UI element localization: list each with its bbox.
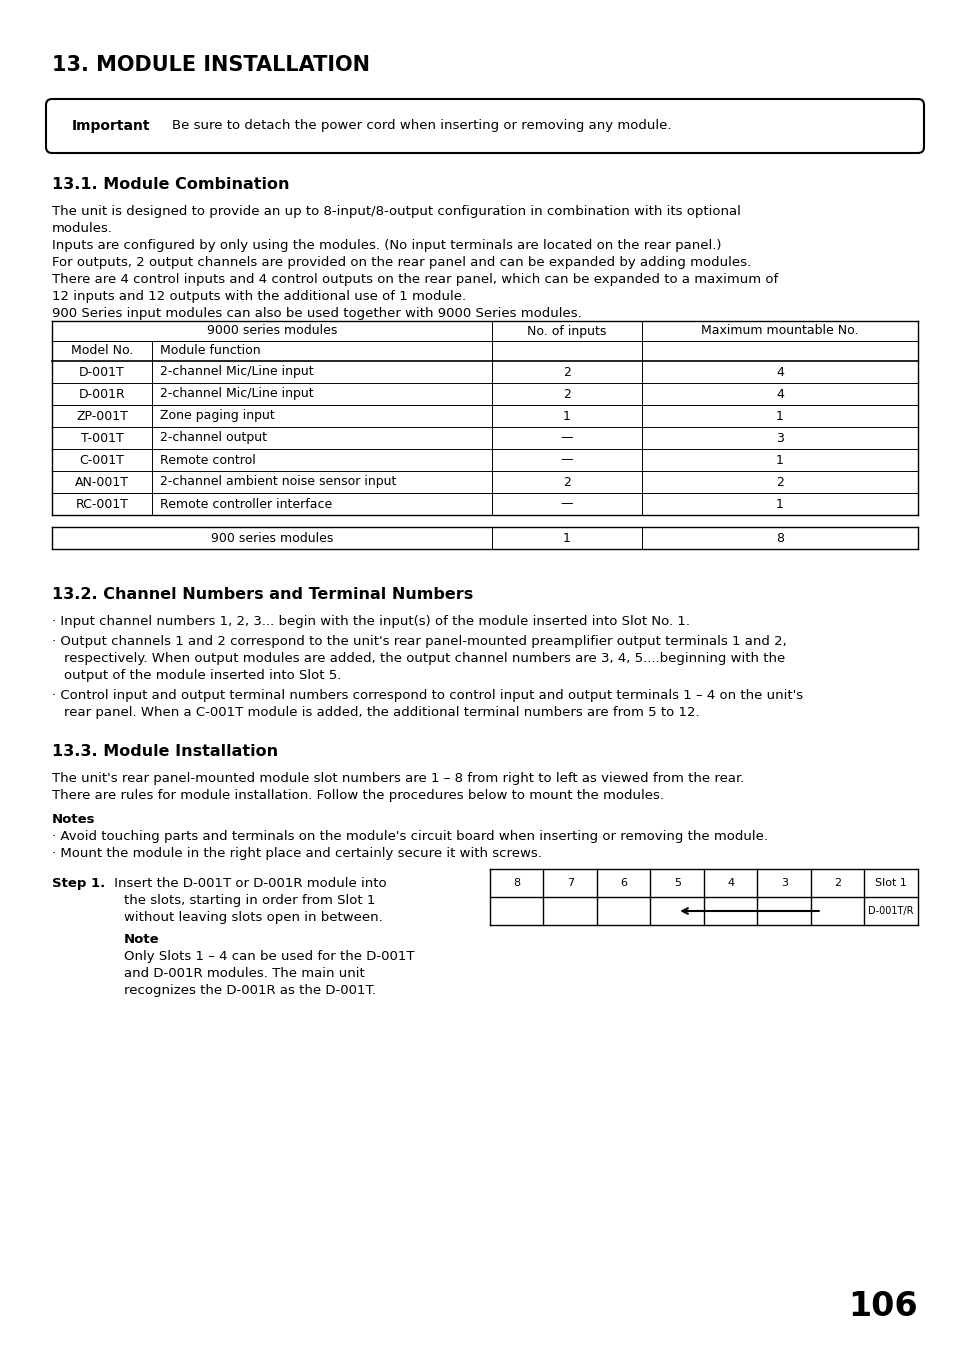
- Text: · Mount the module in the right place and certainly secure it with screws.: · Mount the module in the right place an…: [52, 847, 541, 861]
- Text: 3: 3: [780, 878, 787, 888]
- Text: RC-001T: RC-001T: [75, 497, 129, 511]
- Text: output of the module inserted into Slot 5.: output of the module inserted into Slot …: [64, 669, 341, 682]
- Text: 900 Series input modules can also be used together with 9000 Series modules.: 900 Series input modules can also be use…: [52, 307, 581, 320]
- Text: 2-channel Mic/Line input: 2-channel Mic/Line input: [160, 366, 314, 378]
- Text: 4: 4: [775, 388, 783, 400]
- Text: 4: 4: [775, 366, 783, 378]
- Text: modules.: modules.: [52, 222, 112, 235]
- Text: 13.1. Module Combination: 13.1. Module Combination: [52, 177, 289, 192]
- Text: T-001T: T-001T: [81, 431, 123, 444]
- Text: 13.3. Module Installation: 13.3. Module Installation: [52, 744, 278, 759]
- Text: D-001T: D-001T: [79, 366, 125, 378]
- Text: The unit's rear panel-mounted module slot numbers are 1 – 8 from right to left a: The unit's rear panel-mounted module slo…: [52, 771, 743, 785]
- Text: · Input channel numbers 1, 2, 3... begin with the input(s) of the module inserte: · Input channel numbers 1, 2, 3... begin…: [52, 615, 689, 628]
- Text: 3: 3: [775, 431, 783, 444]
- Text: recognizes the D-001R as the D-001T.: recognizes the D-001R as the D-001T.: [124, 984, 375, 997]
- Text: 106: 106: [847, 1290, 917, 1323]
- Text: ZP-001T: ZP-001T: [76, 409, 128, 423]
- Text: · Avoid touching parts and terminals on the module's circuit board when insertin: · Avoid touching parts and terminals on …: [52, 830, 767, 843]
- Text: There are rules for module installation. Follow the procedures below to mount th: There are rules for module installation.…: [52, 789, 663, 802]
- Text: · Control input and output terminal numbers correspond to control input and outp: · Control input and output terminal numb…: [52, 689, 802, 703]
- Text: 2-channel ambient noise sensor input: 2-channel ambient noise sensor input: [160, 476, 395, 489]
- Text: Insert the D-001T or D-001R module into: Insert the D-001T or D-001R module into: [110, 877, 386, 890]
- Text: Slot 1: Slot 1: [875, 878, 906, 888]
- Text: 2: 2: [562, 366, 570, 378]
- Text: No. of inputs: No. of inputs: [527, 324, 606, 338]
- Text: 4: 4: [726, 878, 734, 888]
- Text: 8: 8: [513, 878, 519, 888]
- Text: Model No.: Model No.: [71, 345, 133, 358]
- Text: 2: 2: [562, 388, 570, 400]
- Text: Step 1.: Step 1.: [52, 877, 105, 890]
- Text: C-001T: C-001T: [79, 454, 124, 466]
- Text: 900 series modules: 900 series modules: [211, 531, 333, 544]
- Text: 1: 1: [775, 409, 783, 423]
- Text: 6: 6: [619, 878, 626, 888]
- Text: There are 4 control inputs and 4 control outputs on the rear panel, which can be: There are 4 control inputs and 4 control…: [52, 273, 778, 286]
- Text: Only Slots 1 – 4 can be used for the D-001T: Only Slots 1 – 4 can be used for the D-0…: [124, 950, 414, 963]
- Text: Module function: Module function: [160, 345, 260, 358]
- Text: 13.2. Channel Numbers and Terminal Numbers: 13.2. Channel Numbers and Terminal Numbe…: [52, 586, 473, 603]
- Text: D-001T/R: D-001T/R: [867, 907, 913, 916]
- Text: 2: 2: [833, 878, 841, 888]
- Text: —: —: [560, 431, 573, 444]
- Text: respectively. When output modules are added, the output channel numbers are 3, 4: respectively. When output modules are ad…: [64, 653, 784, 665]
- Text: 2-channel Mic/Line input: 2-channel Mic/Line input: [160, 388, 314, 400]
- Text: rear panel. When a C-001T module is added, the additional terminal numbers are f: rear panel. When a C-001T module is adde…: [64, 707, 699, 719]
- Text: 13. MODULE INSTALLATION: 13. MODULE INSTALLATION: [52, 55, 370, 76]
- Text: Important: Important: [71, 119, 151, 132]
- Text: Zone paging input: Zone paging input: [160, 409, 274, 423]
- FancyBboxPatch shape: [46, 99, 923, 153]
- Text: —: —: [560, 454, 573, 466]
- Text: AN-001T: AN-001T: [75, 476, 129, 489]
- Text: without leaving slots open in between.: without leaving slots open in between.: [124, 911, 382, 924]
- Text: For outputs, 2 output channels are provided on the rear panel and can be expande: For outputs, 2 output channels are provi…: [52, 255, 750, 269]
- Text: 2: 2: [775, 476, 783, 489]
- Text: The unit is designed to provide an up to 8-input/8-output configuration in combi: The unit is designed to provide an up to…: [52, 205, 740, 218]
- Text: Inputs are configured by only using the modules. (No input terminals are located: Inputs are configured by only using the …: [52, 239, 720, 253]
- Text: 7: 7: [566, 878, 573, 888]
- Text: 2-channel output: 2-channel output: [160, 431, 267, 444]
- Text: the slots, starting in order from Slot 1: the slots, starting in order from Slot 1: [124, 894, 375, 907]
- Text: and D-001R modules. The main unit: and D-001R modules. The main unit: [124, 967, 364, 979]
- Text: Remote controller interface: Remote controller interface: [160, 497, 332, 511]
- Text: Be sure to detach the power cord when inserting or removing any module.: Be sure to detach the power cord when in…: [172, 119, 671, 132]
- Text: 8: 8: [775, 531, 783, 544]
- Text: 1: 1: [562, 531, 570, 544]
- Text: Maximum mountable No.: Maximum mountable No.: [700, 324, 858, 338]
- Text: 1: 1: [775, 454, 783, 466]
- Text: 5: 5: [673, 878, 680, 888]
- Text: 9000 series modules: 9000 series modules: [207, 324, 336, 338]
- Text: 12 inputs and 12 outputs with the additional use of 1 module.: 12 inputs and 12 outputs with the additi…: [52, 290, 466, 303]
- Text: 1: 1: [775, 497, 783, 511]
- Text: 1: 1: [562, 409, 570, 423]
- Text: 2: 2: [562, 476, 570, 489]
- Text: —: —: [560, 497, 573, 511]
- Text: D-001R: D-001R: [78, 388, 125, 400]
- Text: Remote control: Remote control: [160, 454, 255, 466]
- Text: · Output channels 1 and 2 correspond to the unit's rear panel-mounted preamplifi: · Output channels 1 and 2 correspond to …: [52, 635, 786, 648]
- Text: Note: Note: [124, 934, 159, 946]
- Text: Notes: Notes: [52, 813, 95, 825]
